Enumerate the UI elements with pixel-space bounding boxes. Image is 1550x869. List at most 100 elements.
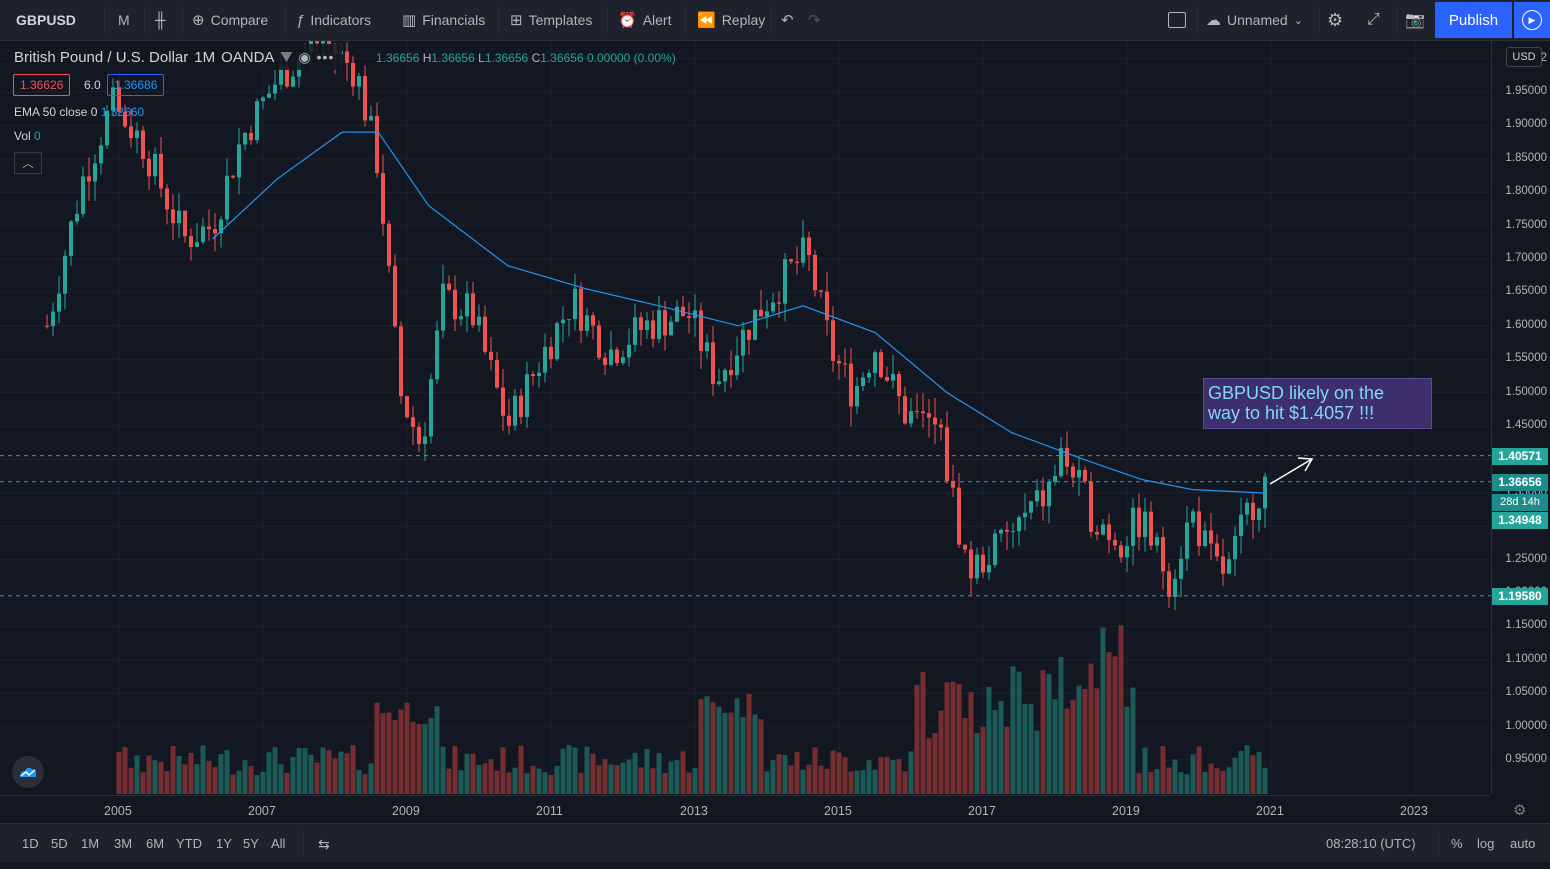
percent-toggle[interactable]: % <box>1451 836 1463 851</box>
ohlc-close-label: C <box>531 51 541 65</box>
volume-bar <box>266 752 272 794</box>
candle-body <box>867 372 871 378</box>
candle-body <box>855 386 859 407</box>
redo-button[interactable]: ↷ <box>808 0 821 40</box>
candle-body <box>435 330 439 380</box>
layout-name-label: Unnamed <box>1227 12 1288 28</box>
time-axis[interactable]: 2005 2007 2009 2011 2013 2015 2017 2019 2021 2023 <box>0 795 1491 823</box>
flag-icon[interactable] <box>280 52 293 62</box>
legend-title: British Pound / U.S. Dollar <box>14 48 189 66</box>
gear-icon: ⚙ <box>1513 802 1527 819</box>
collapse-legend-button[interactable]: ︿ <box>14 152 42 174</box>
eye-icon[interactable]: ◉ <box>298 48 311 65</box>
compare-button[interactable]: ⊕ Compare <box>192 0 268 40</box>
candle-body <box>1143 511 1147 538</box>
volume-bar <box>1154 769 1160 794</box>
volume-bar <box>554 765 560 794</box>
snapshot-button[interactable]: 📷 <box>1405 0 1425 40</box>
price-tick-label: 1.90000 <box>1505 118 1547 131</box>
settings-button[interactable]: ⚙ <box>1327 0 1343 40</box>
financials-button[interactable]: ▥ Financials <box>402 0 485 40</box>
candle-body <box>147 158 151 177</box>
range-button-all[interactable]: All <box>271 836 286 851</box>
candle-body <box>57 293 61 312</box>
range-button-1d[interactable]: 1D <box>22 836 39 851</box>
candle-body <box>291 76 295 87</box>
volume-bar <box>872 769 878 794</box>
volume-bar <box>800 769 806 794</box>
range-button-ytd[interactable]: YTD <box>176 836 202 851</box>
volume-bar <box>1028 703 1034 794</box>
range-button-1y[interactable]: 1Y <box>216 836 232 851</box>
range-button-5d[interactable]: 5D <box>51 836 68 851</box>
candle-body <box>393 265 397 327</box>
tradingview-logo[interactable] <box>12 756 44 788</box>
candle-body <box>1089 481 1093 532</box>
volume-bar <box>1238 750 1244 794</box>
templates-button[interactable]: ⊞ Templates <box>510 0 592 40</box>
layout-name-button[interactable]: ☁ Unnamed ⌄ <box>1206 0 1303 40</box>
publish-video-button[interactable]: ▶ <box>1514 2 1550 38</box>
candle-body <box>423 436 427 444</box>
volume-bar <box>998 701 1004 794</box>
volume-bar <box>170 745 176 794</box>
chart-pane[interactable] <box>0 41 1550 822</box>
axis-settings-button[interactable]: ⚙ <box>1513 801 1526 819</box>
legend-header[interactable]: British Pound / U.S. Dollar 1M OANDA ◉ •… <box>6 44 343 70</box>
ema-legend[interactable]: EMA 50 close 0 1.32660 <box>14 105 144 119</box>
countdown-value: 28d 14h <box>1500 496 1540 508</box>
annotation-line-1: GBPUSD likely on the <box>1208 383 1385 403</box>
chart-canvas[interactable] <box>0 41 1491 794</box>
candle-body <box>615 349 619 364</box>
more-icon[interactable]: ••• <box>316 49 335 65</box>
volume-bar <box>344 753 350 794</box>
ohlc-close: 1.36656 <box>540 51 584 65</box>
auto-toggle[interactable]: auto <box>1510 836 1536 851</box>
sell-price-button[interactable]: 1.36626 <box>13 74 71 96</box>
text-annotation[interactable]: GBPUSD likely on the way to hit $1.4057 … <box>1203 378 1432 429</box>
candle-body <box>135 130 139 139</box>
candle-body <box>627 344 631 358</box>
interval-button[interactable]: M <box>118 0 130 40</box>
publish-button[interactable]: Publish <box>1435 2 1512 38</box>
range-button-3m[interactable]: 3M <box>114 836 133 851</box>
log-toggle[interactable]: log <box>1477 836 1495 851</box>
replay-button[interactable]: ⏪ Replay <box>697 0 765 40</box>
fullscreen-layout-button[interactable] <box>1168 0 1186 40</box>
undo-button[interactable]: ↶ <box>781 0 794 40</box>
compare-label: Compare <box>210 12 269 28</box>
volume-bar <box>572 747 578 794</box>
candle-body <box>105 110 109 146</box>
date-range-button[interactable]: ⇆ <box>318 836 330 853</box>
bid-value: 1.36626 <box>20 78 64 92</box>
indicators-button[interactable]: ƒ Indicators <box>296 0 371 40</box>
volume-bar <box>1250 755 1256 794</box>
volume-bar <box>380 713 386 794</box>
range-button-6m[interactable]: 6M <box>146 836 165 851</box>
volume-bar <box>518 745 524 794</box>
volume-legend[interactable]: Vol 0 <box>14 129 41 143</box>
volume-bar <box>1076 685 1082 794</box>
volume-bar <box>1046 673 1052 794</box>
range-button-1m[interactable]: 1M <box>81 836 100 851</box>
fullscreen-button[interactable]: ⤢ <box>1367 0 1380 40</box>
currency-button[interactable]: USD <box>1506 47 1542 67</box>
symbol-search-button[interactable]: GBPUSD <box>16 0 76 40</box>
volume-bar <box>884 756 890 794</box>
chart-type-button[interactable]: ╫ <box>155 0 166 40</box>
volume-bar <box>1226 767 1232 794</box>
alert-button[interactable]: ⏰ Alert <box>618 0 671 40</box>
volume-bar <box>1058 656 1064 794</box>
candle-body <box>513 395 517 426</box>
candle-body <box>1041 490 1045 507</box>
clock[interactable]: 08:28:10 (UTC) <box>1326 836 1416 851</box>
range-button-5y[interactable]: 5Y <box>243 836 259 851</box>
ema-label: EMA 50 close 0 <box>14 105 98 119</box>
candle-body <box>741 329 745 356</box>
buy-price-button[interactable]: 1.36686 <box>107 74 165 96</box>
price-axis[interactable]: 2 1.95000 1.90000 1.85000 1.80000 1.75000 1.70… <box>1491 41 1550 794</box>
time-tick-label: 2021 <box>1256 804 1284 818</box>
candle-body <box>495 359 499 388</box>
volume-bar <box>686 772 692 794</box>
redo-icon: ↷ <box>808 12 821 29</box>
